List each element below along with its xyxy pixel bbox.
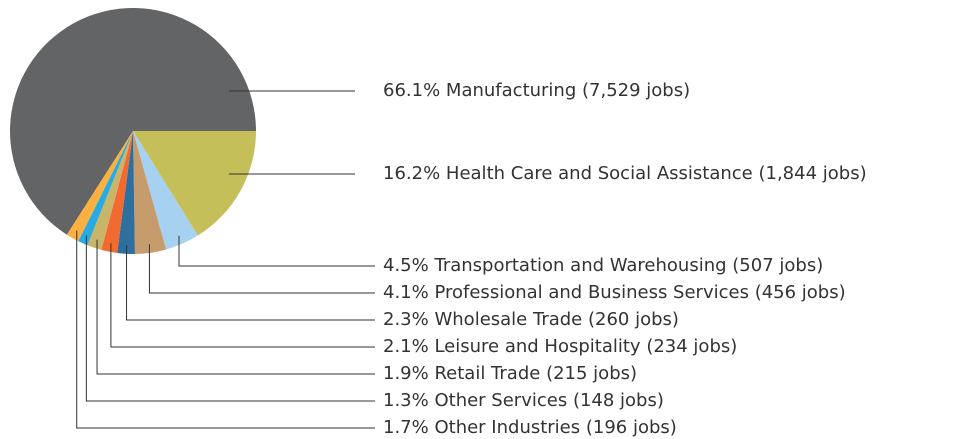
value-label: 1.7% xyxy=(383,417,429,438)
category-label: Transportation and Warehousing xyxy=(433,255,726,276)
category-label: Professional and Business Services xyxy=(434,282,748,303)
category-label: Retail Trade xyxy=(434,363,540,384)
value-label: 4.5% xyxy=(383,255,429,276)
value-label: 2.1% xyxy=(383,336,429,357)
leader-line xyxy=(110,243,375,348)
category-label: Manufacturing xyxy=(446,80,576,101)
legend-label: 66.1% Manufacturing (7,529 jobs) xyxy=(383,80,690,101)
legend-label: 2.3% Wholesale Trade (260 jobs) xyxy=(383,309,679,330)
value-label: 4.1% xyxy=(383,282,429,303)
pie-slice xyxy=(87,131,133,250)
legend-label: 2.1% Leisure and Hospitality (234 jobs) xyxy=(383,336,737,357)
leader-line xyxy=(126,245,375,321)
pie-slice xyxy=(133,131,167,254)
legend-label: 1.3% Other Services (148 jobs) xyxy=(383,390,664,411)
value-label: 16.2% xyxy=(383,163,440,184)
jobs-label: (507 jobs) xyxy=(732,255,823,276)
leader-line xyxy=(76,230,375,429)
category-label: Health Care and Social Assistance xyxy=(446,163,753,184)
category-label: Wholesale Trade xyxy=(434,309,582,330)
jobs-label: (148 jobs) xyxy=(573,390,664,411)
leader-line xyxy=(178,235,375,267)
pie-slice xyxy=(78,131,133,246)
jobs-label: (456 jobs) xyxy=(755,282,846,303)
jobs-label: (1,844 jobs) xyxy=(758,163,866,184)
legend-label: 4.1% Professional and Business Services … xyxy=(383,282,846,303)
value-label: 1.9% xyxy=(383,363,429,384)
jobs-label: (234 jobs) xyxy=(646,336,737,357)
category-label: Leisure and Hospitality xyxy=(434,336,640,357)
leader-line xyxy=(85,235,375,402)
value-label: 2.3% xyxy=(383,309,429,330)
pie-slice xyxy=(9,8,257,235)
jobs-label: (215 jobs) xyxy=(546,363,637,384)
category-label: Other Industries xyxy=(434,417,580,438)
pie-slice xyxy=(117,131,135,255)
jobs-label: (260 jobs) xyxy=(588,309,679,330)
legend-label: 4.5% Transportation and Warehousing (507… xyxy=(383,255,823,276)
leader-line xyxy=(96,239,375,375)
category-label: Other Services xyxy=(434,390,567,411)
legend-label: 1.9% Retail Trade (215 jobs) xyxy=(383,363,637,384)
value-label: 1.3% xyxy=(383,390,429,411)
jobs-label: (196 jobs) xyxy=(586,417,677,438)
legend-label: 16.2% Health Care and Social Assistance … xyxy=(383,163,867,184)
pie-slice xyxy=(66,131,133,242)
jobs-label: (7,529 jobs) xyxy=(582,80,690,101)
pie-slice xyxy=(133,131,256,236)
leader-line xyxy=(148,244,375,294)
value-label: 66.1% xyxy=(383,80,440,101)
pie-slice xyxy=(101,131,133,253)
legend-label: 1.7% Other Industries (196 jobs) xyxy=(383,417,677,438)
pie-slice xyxy=(133,131,198,250)
